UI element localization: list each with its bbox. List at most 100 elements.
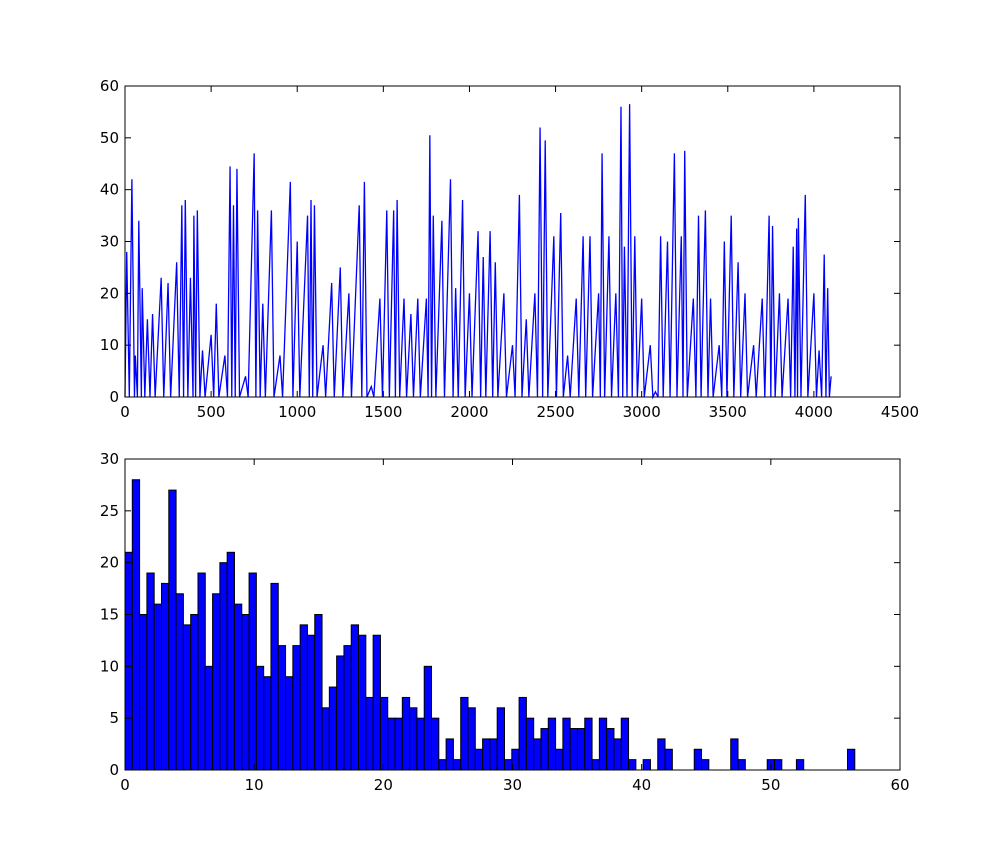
y-tick-label: 10 xyxy=(100,336,119,354)
x-tick-label: 1000 xyxy=(278,403,316,421)
x-tick-label: 2500 xyxy=(536,403,574,421)
histogram-bar xyxy=(525,717,535,771)
y-tick-label: 20 xyxy=(100,554,119,572)
histogram-bar xyxy=(204,665,214,771)
histogram-bar xyxy=(693,748,703,771)
histogram-bar xyxy=(219,562,228,771)
x-tick-label: 2000 xyxy=(450,403,488,421)
histogram-bar xyxy=(584,717,593,771)
y-tick-label: 30 xyxy=(100,233,119,251)
y-tick-label: 30 xyxy=(100,450,119,468)
histogram-bar xyxy=(131,479,141,771)
histogram-bar xyxy=(233,603,243,771)
y-tick-label: 5 xyxy=(109,709,119,727)
histogram-bar xyxy=(306,634,316,771)
histogram-bar xyxy=(562,717,571,771)
histogram-bar xyxy=(489,738,498,771)
histogram-bar xyxy=(664,748,673,771)
data-line xyxy=(124,104,832,400)
histogram-bar xyxy=(445,738,454,771)
histogram-bar xyxy=(431,717,440,771)
histogram-bar xyxy=(248,572,257,771)
histogram-bar xyxy=(846,748,856,771)
histogram-bar xyxy=(737,759,746,771)
histogram-bar xyxy=(620,717,630,771)
y-tick-label: 40 xyxy=(100,181,119,199)
histogram-bar xyxy=(482,738,491,771)
histogram-bar xyxy=(372,634,381,771)
histogram-bar xyxy=(314,614,323,771)
x-tick-label: 500 xyxy=(197,403,226,421)
y-tick-label: 20 xyxy=(100,284,119,302)
histogram-bar xyxy=(452,759,462,771)
histogram-bar xyxy=(518,696,527,771)
histogram-bar xyxy=(321,707,330,771)
histogram-bar xyxy=(124,551,133,771)
y-tick-label: 10 xyxy=(100,657,119,675)
x-tick-label: 30 xyxy=(503,776,522,794)
x-tick-label: 3000 xyxy=(623,403,661,421)
histogram-bar xyxy=(175,593,184,771)
y-tick-label: 50 xyxy=(100,129,119,147)
y-tick-label: 0 xyxy=(109,761,119,779)
histogram-bar xyxy=(730,738,739,771)
x-tick-label: 20 xyxy=(374,776,393,794)
histogram-bar xyxy=(606,728,615,771)
histogram-bar xyxy=(460,696,469,771)
histogram-bar xyxy=(555,748,564,771)
histogram-bar xyxy=(365,696,374,771)
histogram-bar xyxy=(576,728,586,771)
histogram-bar xyxy=(467,707,476,771)
histogram-bar xyxy=(350,624,360,771)
histogram-bar xyxy=(292,645,301,771)
histogram-bar xyxy=(774,759,783,771)
histogram-bar xyxy=(226,551,235,771)
x-tick-label: 10 xyxy=(245,776,264,794)
histogram-bar xyxy=(212,593,221,771)
histogram-bar xyxy=(263,676,272,771)
x-tick-label: 0 xyxy=(120,403,130,421)
histogram-bar xyxy=(409,707,418,771)
x-tick-label: 4500 xyxy=(881,403,919,421)
histogram-bar xyxy=(547,717,557,771)
x-tick-label: 50 xyxy=(761,776,780,794)
histogram-bar xyxy=(642,759,651,771)
x-tick-label: 4000 xyxy=(795,403,833,421)
y-tick-label: 15 xyxy=(100,606,119,624)
histogram-bar xyxy=(270,582,279,771)
histogram-bar xyxy=(358,634,367,771)
histogram-bar xyxy=(540,728,549,771)
histogram-bar xyxy=(285,676,294,771)
histogram-bar xyxy=(503,759,513,771)
histogram-bar xyxy=(474,748,484,771)
x-tick-label: 3500 xyxy=(709,403,747,421)
x-tick-label: 40 xyxy=(632,776,651,794)
histogram-bar xyxy=(241,614,250,771)
histogram-bar xyxy=(438,759,447,771)
histogram-bar xyxy=(496,707,505,771)
x-tick-label: 60 xyxy=(890,776,909,794)
histogram-bar xyxy=(533,738,542,771)
histogram-bar xyxy=(299,624,308,771)
histogram-bar xyxy=(168,489,177,771)
histogram-bar xyxy=(139,614,148,771)
y-tick-label: 0 xyxy=(109,388,119,406)
histogram-bar xyxy=(197,572,206,771)
histogram-bar xyxy=(598,717,608,771)
histogram-bar xyxy=(387,717,396,771)
histogram-bar xyxy=(613,738,622,771)
x-tick-label: 1500 xyxy=(364,403,402,421)
histogram-bar xyxy=(379,696,389,771)
histogram-bar xyxy=(255,665,265,771)
x-tick-label: 0 xyxy=(120,776,130,794)
histogram-bar xyxy=(701,759,710,771)
histogram-bar xyxy=(569,728,578,771)
histogram-bar xyxy=(153,603,162,771)
histogram-bar xyxy=(343,645,352,771)
histogram-bar xyxy=(190,614,199,771)
histogram-bar xyxy=(146,572,155,771)
histogram-bar xyxy=(795,759,805,771)
histogram-bar xyxy=(401,696,411,771)
